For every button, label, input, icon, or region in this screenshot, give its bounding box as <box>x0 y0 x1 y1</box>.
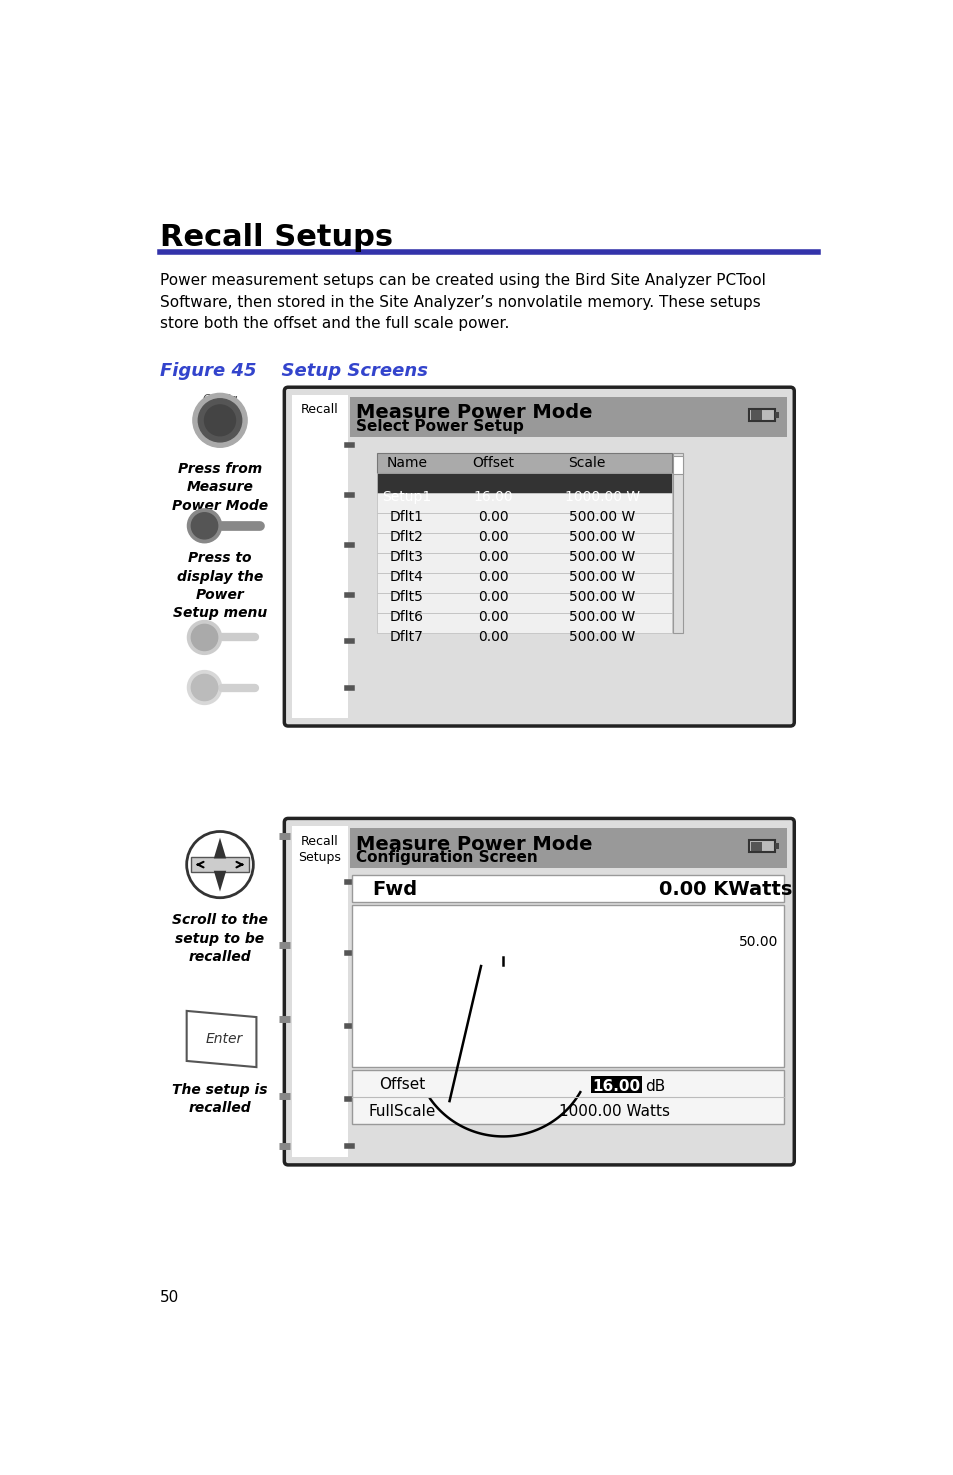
Bar <box>352 906 783 1066</box>
Bar <box>748 839 774 853</box>
Text: Configuration Screen: Configuration Screen <box>356 850 537 864</box>
Bar <box>377 612 671 633</box>
Text: 0.00: 0.00 <box>477 609 508 624</box>
Bar <box>350 829 785 869</box>
Polygon shape <box>213 838 226 858</box>
Text: 500.00 W: 500.00 W <box>568 510 635 524</box>
Text: 0.00: 0.00 <box>477 530 508 544</box>
Text: 500.00 W: 500.00 W <box>568 590 635 603</box>
Text: Scroll to the
setup to be
recalled: Scroll to the setup to be recalled <box>172 913 268 965</box>
Circle shape <box>192 674 217 701</box>
Text: 0.00 KWatts: 0.00 KWatts <box>659 881 792 898</box>
Text: The setup is
recalled: The setup is recalled <box>172 1083 268 1115</box>
Bar <box>377 493 671 513</box>
Text: Scale: Scale <box>567 456 604 469</box>
Text: Press from
Measure
Power Mode: Press from Measure Power Mode <box>172 462 268 513</box>
Bar <box>673 456 682 475</box>
Text: 1000.00 Watts: 1000.00 Watts <box>558 1105 669 1120</box>
Text: 500.00 W: 500.00 W <box>568 530 635 544</box>
Bar <box>774 844 778 850</box>
Bar <box>377 553 671 572</box>
Bar <box>377 593 671 612</box>
Text: Fwd: Fwd <box>372 881 416 898</box>
Text: Press to
display the
Power
Setup menu: Press to display the Power Setup menu <box>172 552 267 621</box>
Text: 0.00: 0.00 <box>477 569 508 584</box>
Text: FullScale: FullScale <box>368 1105 436 1120</box>
Text: dB: dB <box>645 1078 665 1093</box>
Bar <box>750 410 761 419</box>
Text: Setup1: Setup1 <box>382 490 431 503</box>
Bar <box>377 532 671 553</box>
Text: 500.00 W: 500.00 W <box>568 569 635 584</box>
Bar <box>672 453 682 633</box>
Bar <box>750 842 761 851</box>
Text: Enter: Enter <box>205 1031 242 1046</box>
Text: Dflt3: Dflt3 <box>390 550 423 563</box>
Text: Dflt7: Dflt7 <box>390 630 423 643</box>
Bar <box>350 397 785 437</box>
Text: Recall: Recall <box>301 403 338 416</box>
Text: Recall
Setups: Recall Setups <box>298 835 341 863</box>
Polygon shape <box>213 870 226 891</box>
Bar <box>352 1071 783 1124</box>
Text: Recall Setups: Recall Setups <box>159 223 393 252</box>
Text: 50: 50 <box>159 1289 178 1305</box>
Text: Dflt2: Dflt2 <box>390 530 423 544</box>
Bar <box>352 875 783 903</box>
Circle shape <box>204 406 235 435</box>
Bar <box>591 1075 641 1093</box>
Bar <box>292 826 348 1158</box>
Bar <box>377 453 671 472</box>
Bar <box>191 857 249 872</box>
Text: Dflt1: Dflt1 <box>390 510 423 524</box>
Text: Measure Power Mode: Measure Power Mode <box>356 835 592 854</box>
Bar <box>292 395 348 718</box>
Circle shape <box>193 394 247 447</box>
Bar <box>377 472 671 493</box>
Text: Name: Name <box>386 456 427 469</box>
Circle shape <box>187 621 221 655</box>
Text: Dflt4: Dflt4 <box>390 569 423 584</box>
Text: Config: Config <box>202 394 237 404</box>
Text: Dflt6: Dflt6 <box>390 609 423 624</box>
Circle shape <box>187 509 221 543</box>
Bar <box>774 412 778 417</box>
Text: 0.00: 0.00 <box>477 550 508 563</box>
FancyBboxPatch shape <box>284 819 794 1165</box>
Text: Measure Power Mode: Measure Power Mode <box>356 403 592 422</box>
Text: 0.00: 0.00 <box>477 630 508 643</box>
Text: Offset: Offset <box>378 1077 425 1092</box>
Text: Offset: Offset <box>472 456 514 469</box>
FancyBboxPatch shape <box>284 388 794 726</box>
Text: 16.00: 16.00 <box>592 1078 639 1093</box>
Text: 500.00 W: 500.00 W <box>568 609 635 624</box>
Polygon shape <box>187 1010 256 1066</box>
Circle shape <box>198 398 241 442</box>
Circle shape <box>192 624 217 650</box>
Text: 0.00: 0.00 <box>477 510 508 524</box>
Text: 16.00: 16.00 <box>474 490 513 503</box>
Bar <box>377 513 671 532</box>
Text: 500.00 W: 500.00 W <box>568 630 635 643</box>
Circle shape <box>192 513 217 538</box>
Circle shape <box>187 671 221 705</box>
Text: 500.00 W: 500.00 W <box>568 550 635 563</box>
Text: Power measurement setups can be created using the Bird Site Analyzer PCTool
Soft: Power measurement setups can be created … <box>159 273 764 332</box>
Text: 1000.00 W: 1000.00 W <box>564 490 639 503</box>
Text: 0.00: 0.00 <box>477 590 508 603</box>
Text: Figure 45    Setup Screens: Figure 45 Setup Screens <box>159 361 427 379</box>
Bar <box>748 409 774 420</box>
Text: 50.00: 50.00 <box>739 935 778 948</box>
Text: Select Power Setup: Select Power Setup <box>356 419 523 434</box>
Text: Dflt5: Dflt5 <box>390 590 423 603</box>
Bar <box>377 572 671 593</box>
